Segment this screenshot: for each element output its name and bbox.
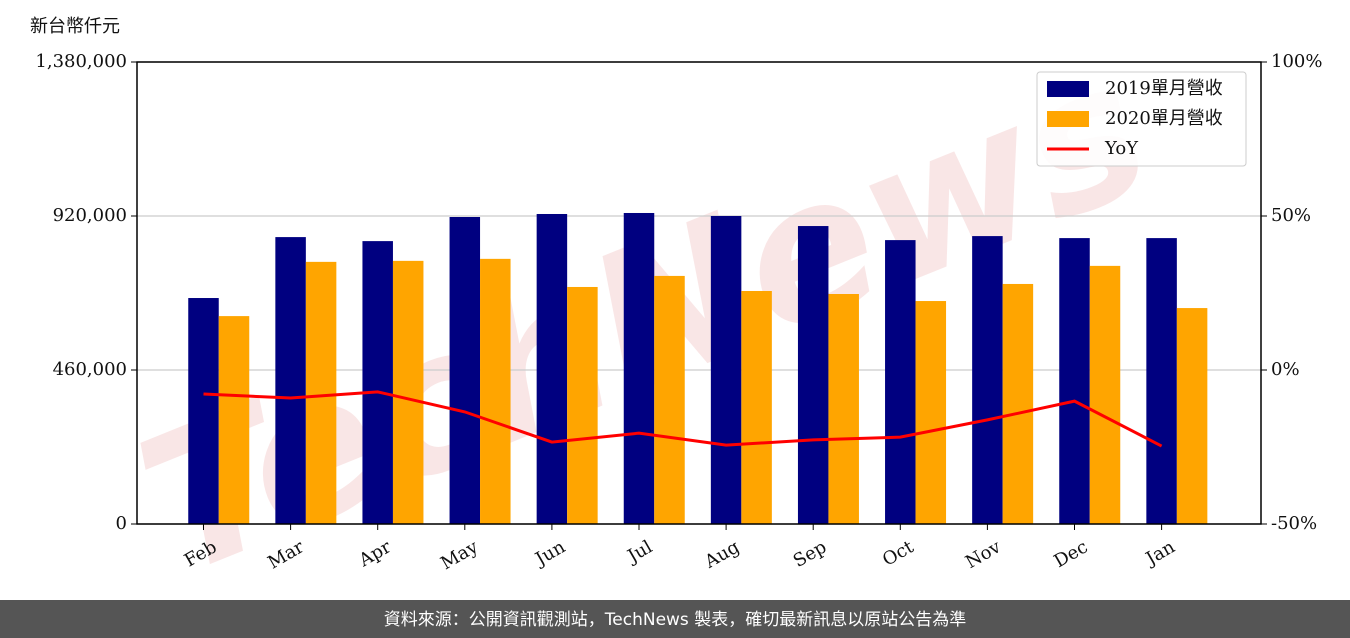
bar [797, 226, 829, 525]
x-tick-label: Sep [790, 536, 830, 571]
legend-label: 2019單月營收 [1105, 78, 1223, 99]
bar [654, 275, 685, 524]
x-tick-label: Jun [530, 536, 569, 571]
line [203, 390, 1163, 448]
y2-tick-label: -50% [1271, 513, 1317, 534]
x-tick-label: Nov [962, 536, 1005, 573]
bar [1089, 265, 1121, 524]
bar [1146, 238, 1177, 525]
y-tick-label: 920,000 [53, 205, 127, 226]
x-tick-label: May [437, 536, 482, 574]
bar [1002, 283, 1034, 524]
bar [362, 241, 393, 524]
bar [885, 240, 916, 524]
bar [972, 236, 1003, 524]
bar [275, 237, 306, 524]
y2-tick-label: 50% [1271, 205, 1311, 226]
footer-bar [0, 600, 1350, 638]
x-tick-label: Dec [1051, 536, 1092, 572]
bar [1176, 308, 1208, 524]
bar [480, 258, 511, 524]
y-axis-label: 新台幣仟元 [30, 16, 120, 37]
legend-label: 2020單月營收 [1105, 108, 1223, 129]
bar [392, 260, 424, 524]
x-tick-label: Oct [879, 536, 918, 571]
legend-label: YoY [1104, 138, 1139, 159]
bar [741, 290, 772, 524]
y2-tick-label: 0% [1271, 359, 1300, 380]
footer: 資料來源：公開資訊觀測站，TechNews 製表，確切最新訊息以原站公告為準 [384, 610, 966, 630]
bar [449, 217, 481, 525]
legend-box [1036, 71, 1247, 167]
x-tick-label: Aug [700, 536, 743, 573]
legend-swatch [1047, 81, 1089, 97]
y-tick-label: 1,380,000 [35, 51, 127, 72]
plot-frame [136, 61, 1262, 525]
y-tick-label: 460,000 [53, 359, 127, 380]
x-tick-label: Jan [1141, 536, 1179, 570]
bar [188, 298, 219, 524]
bar [623, 212, 655, 525]
bar [710, 216, 742, 524]
legend-swatch [1047, 111, 1089, 127]
bar [305, 261, 337, 524]
y-tick-label: 0 [116, 513, 127, 534]
bar [1059, 238, 1090, 525]
bar [536, 213, 568, 524]
y2-tick-label: 100% [1271, 51, 1322, 72]
bar [567, 286, 598, 524]
bar [218, 316, 250, 524]
bar [915, 301, 947, 524]
x-tick-label: Jul [622, 536, 656, 568]
bar [828, 294, 859, 524]
